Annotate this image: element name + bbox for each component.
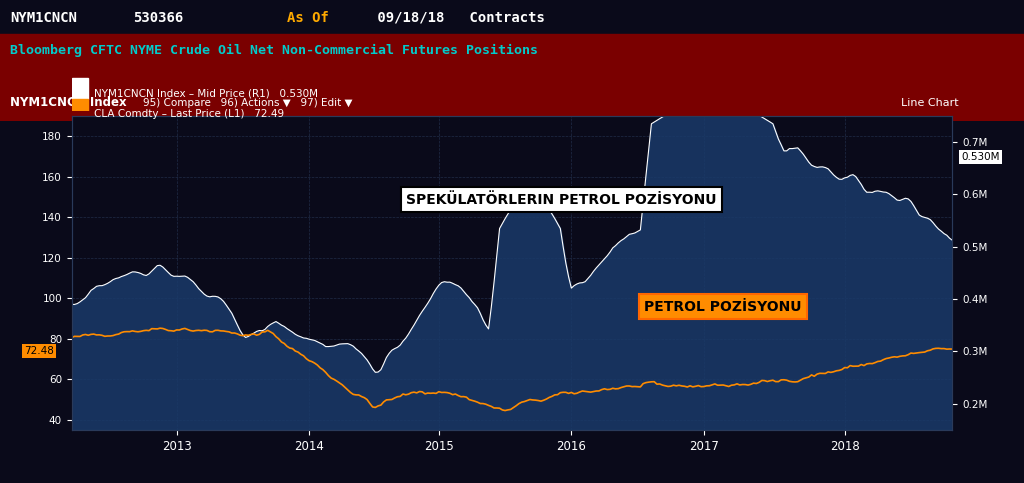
- Text: Line Chart: Line Chart: [901, 98, 958, 108]
- Text: 530366: 530366: [133, 11, 183, 25]
- FancyBboxPatch shape: [0, 34, 1024, 157]
- Text: NYM1CNCN Index – Mid Price (R1)   0.530M: NYM1CNCN Index – Mid Price (R1) 0.530M: [94, 89, 317, 99]
- Bar: [72, 99, 87, 119]
- Text: As Of: As Of: [287, 11, 329, 25]
- Text: Bloomberg CFTC NYME Crude Oil Net Non-Commercial Futures Positions: Bloomberg CFTC NYME Crude Oil Net Non-Co…: [10, 44, 539, 57]
- Text: SPEKÜLATÖRLERIN PETROL POZİSYONU: SPEKÜLATÖRLERIN PETROL POZİSYONU: [407, 193, 717, 207]
- Text: 0.530M: 0.530M: [962, 152, 999, 162]
- Bar: [72, 78, 87, 99]
- Text: PETROL POZİSYONU: PETROL POZİSYONU: [644, 299, 802, 313]
- Text: 95) Compare   96) Actions ▼   97) Edit ▼: 95) Compare 96) Actions ▼ 97) Edit ▼: [143, 98, 353, 108]
- Text: 09/18/18   Contracts: 09/18/18 Contracts: [369, 11, 545, 25]
- Text: NYM1CNCN: NYM1CNCN: [10, 11, 77, 25]
- Text: NYM1CNCN Index: NYM1CNCN Index: [10, 96, 127, 109]
- Text: CLA Comdty – Last Price (L1)   72.49: CLA Comdty – Last Price (L1) 72.49: [94, 109, 284, 119]
- Text: 72.48: 72.48: [25, 346, 54, 356]
